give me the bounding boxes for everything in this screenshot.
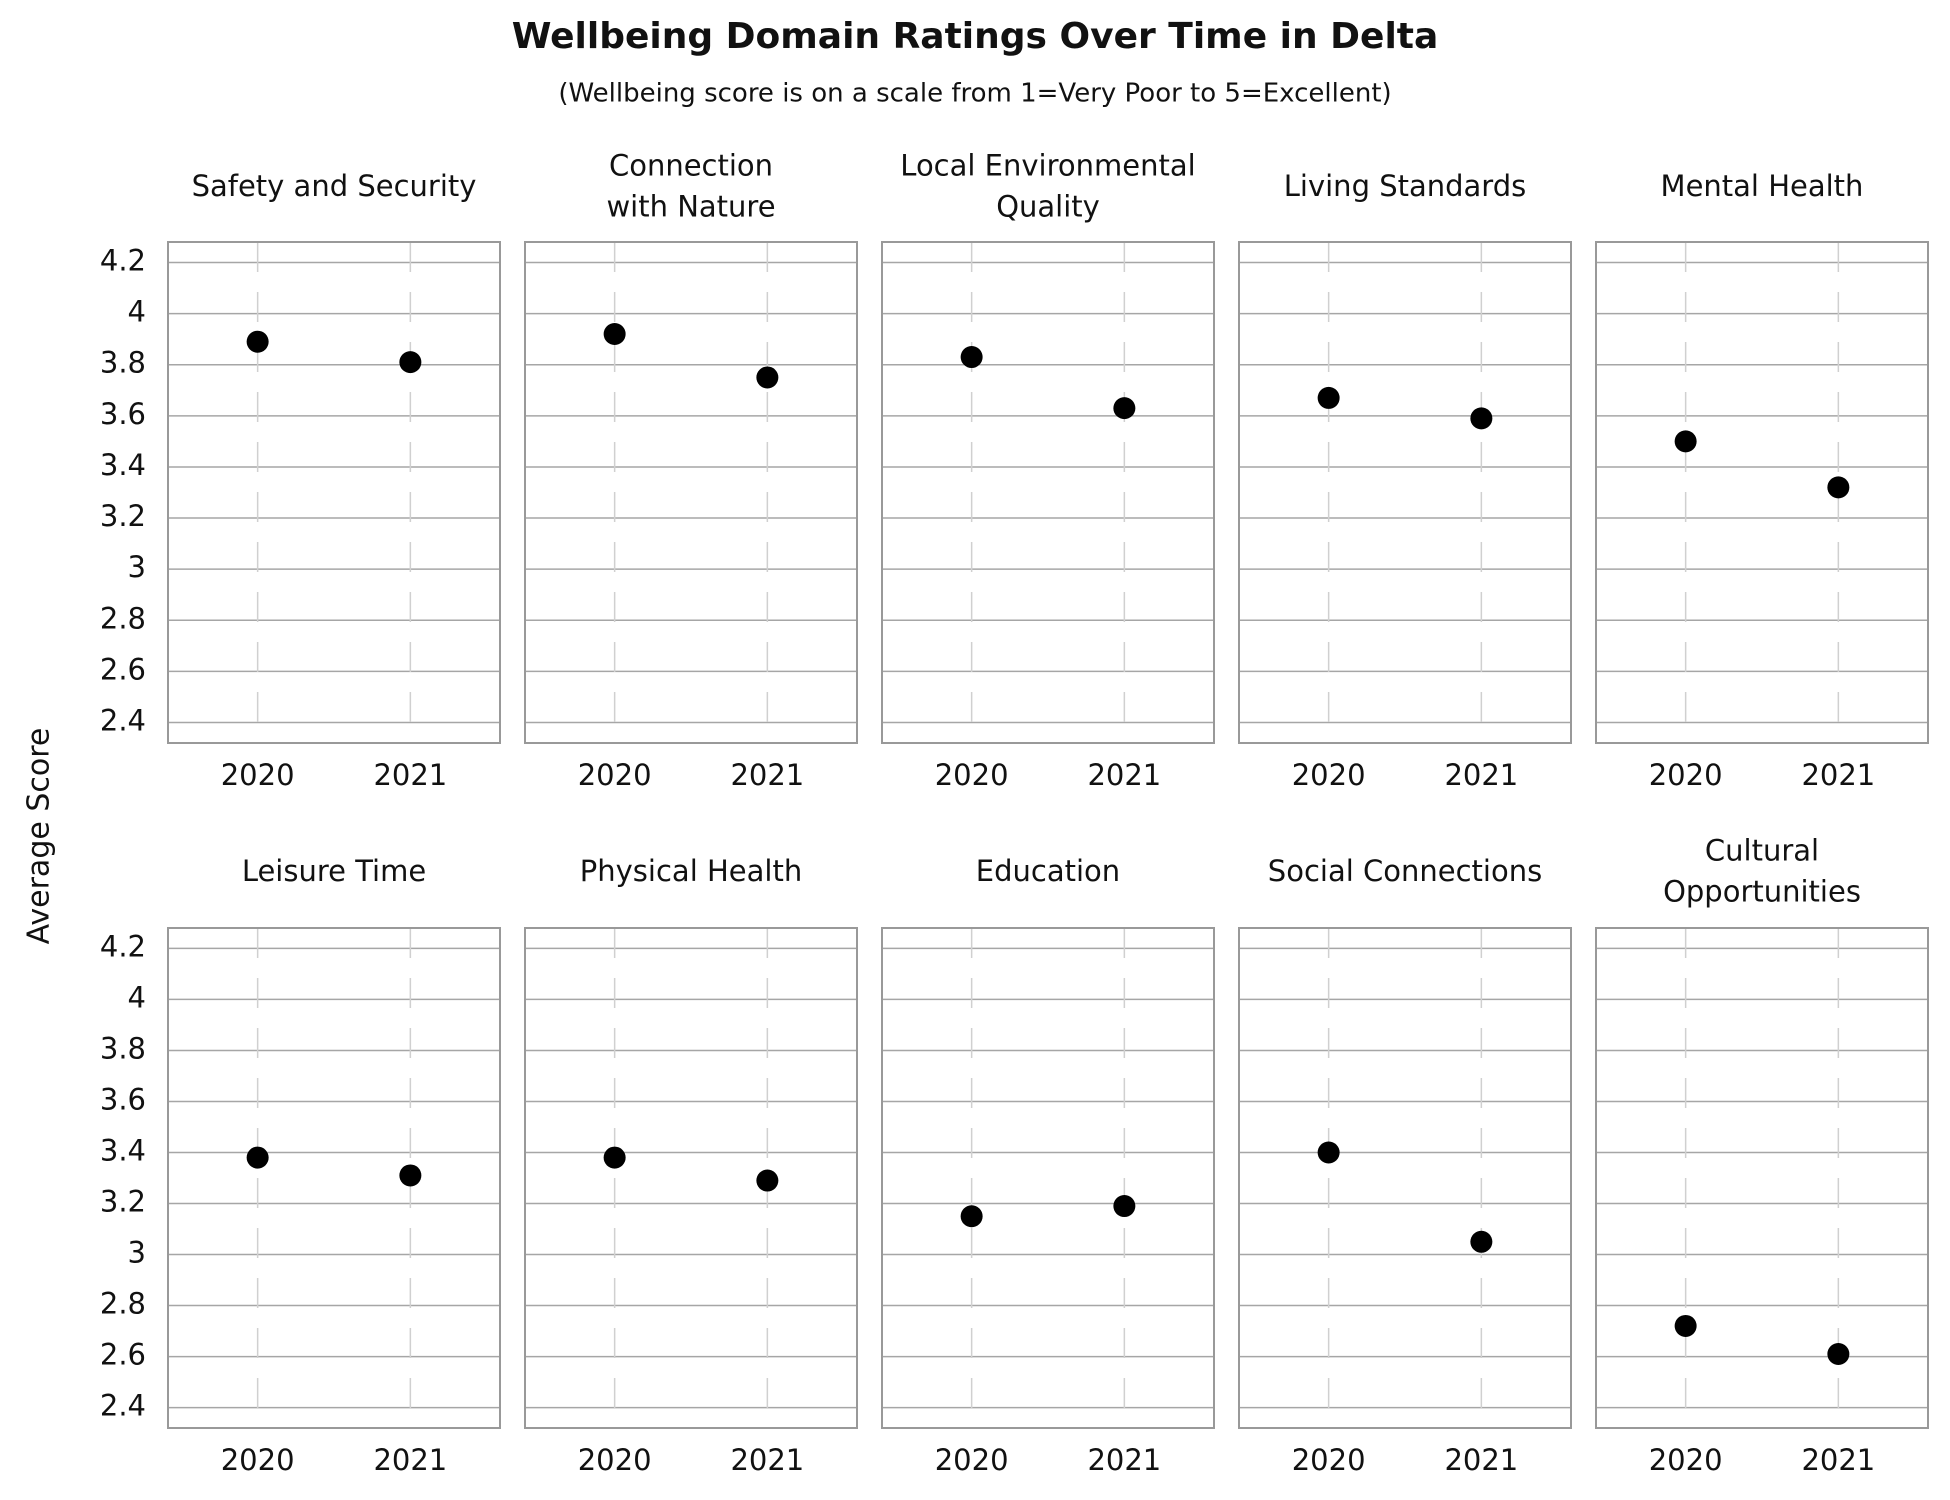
panel-title: Connection with Nature (606, 149, 775, 224)
y-tick-label: 3.8 (100, 1031, 146, 1065)
point (1827, 476, 1850, 499)
chart-subtitle: (Wellbeing score is on a scale from 1=Ve… (558, 79, 1391, 109)
panel-title: Physical Health (580, 854, 802, 888)
y-tick-label: 2.6 (100, 652, 146, 686)
x-tick-label: 2021 (730, 758, 804, 792)
y-tick-label: 2.8 (100, 601, 146, 635)
y-tick-label: 2.4 (100, 704, 146, 738)
x-tick-label: 2020 (221, 758, 295, 792)
point (603, 1146, 626, 1169)
panel-title: Safety and Security (192, 169, 477, 203)
y-tick-label: 2.6 (100, 1338, 146, 1372)
x-tick-label: 2020 (935, 758, 1009, 792)
panel-title: Mental Health (1661, 169, 1864, 203)
point (246, 330, 269, 353)
x-tick-label: 2020 (1649, 758, 1723, 792)
x-tick-label: 2021 (373, 758, 447, 792)
x-tick-label: 2021 (1801, 758, 1875, 792)
panel-frame (881, 927, 1215, 1429)
panel-frame (881, 241, 1215, 744)
y-tick-label: 3.6 (100, 1082, 146, 1116)
y-tick-label: 2.4 (100, 1389, 146, 1423)
panel-frame (167, 927, 501, 1429)
point (1674, 430, 1697, 453)
point (1470, 407, 1493, 430)
panel-title: Cultural Opportunities (1663, 834, 1861, 909)
x-tick-label: 2021 (1087, 1443, 1161, 1477)
x-tick-label: 2021 (1087, 758, 1161, 792)
x-tick-label: 2020 (1649, 1443, 1723, 1477)
y-tick-label: 3.8 (100, 346, 146, 380)
point (1113, 397, 1136, 420)
y-tick-label: 4.2 (100, 929, 146, 963)
panel-frame (1595, 927, 1929, 1429)
y-tick-label: 3.2 (100, 1185, 146, 1219)
x-tick-label: 2021 (1444, 758, 1518, 792)
chart-title: Wellbeing Domain Ratings Over Time in De… (512, 16, 1439, 57)
y-axis-label: Average Score (22, 728, 57, 945)
panel-title: Education (976, 854, 1120, 888)
panel-frame (524, 241, 858, 744)
x-tick-label: 2020 (935, 1443, 1009, 1477)
point (1674, 1314, 1697, 1337)
point (246, 1146, 269, 1169)
y-tick-label: 3 (128, 1236, 146, 1270)
point (399, 351, 422, 374)
panel-frame (1238, 927, 1572, 1429)
x-tick-label: 2020 (221, 1443, 295, 1477)
panel-title: Leisure Time (242, 854, 426, 888)
point (960, 346, 983, 369)
y-tick-label: 3.4 (100, 1133, 146, 1167)
x-tick-label: 2021 (1444, 1443, 1518, 1477)
y-tick-label: 3.4 (100, 448, 146, 482)
point (603, 323, 626, 346)
panel-title: Local Environmental Quality (900, 149, 1195, 224)
point (1470, 1230, 1493, 1253)
point (756, 366, 779, 389)
point (756, 1169, 779, 1192)
x-tick-label: 2021 (1801, 1443, 1875, 1477)
panel-frame (1238, 241, 1572, 744)
panel-title: Living Standards (1284, 169, 1526, 203)
point (1317, 1141, 1340, 1164)
panel-frame (524, 927, 858, 1429)
y-tick-label: 4 (128, 295, 146, 329)
x-tick-label: 2020 (578, 758, 652, 792)
point (1113, 1195, 1136, 1218)
point (960, 1205, 983, 1228)
y-tick-label: 4.2 (100, 243, 146, 277)
point (1827, 1343, 1850, 1366)
y-tick-label: 3.6 (100, 397, 146, 431)
y-tick-label: 3 (128, 550, 146, 584)
panel-frame (167, 241, 501, 744)
point (1317, 386, 1340, 409)
panel-title: Social Connections (1268, 854, 1542, 888)
y-tick-label: 2.8 (100, 1287, 146, 1321)
x-tick-label: 2021 (730, 1443, 804, 1477)
x-tick-label: 2020 (578, 1443, 652, 1477)
y-tick-label: 4 (128, 980, 146, 1014)
x-tick-label: 2020 (1292, 758, 1366, 792)
x-tick-label: 2021 (373, 1443, 447, 1477)
panel-frame (1595, 241, 1929, 744)
y-tick-label: 3.2 (100, 499, 146, 533)
point (399, 1164, 422, 1187)
x-tick-label: 2020 (1292, 1443, 1366, 1477)
